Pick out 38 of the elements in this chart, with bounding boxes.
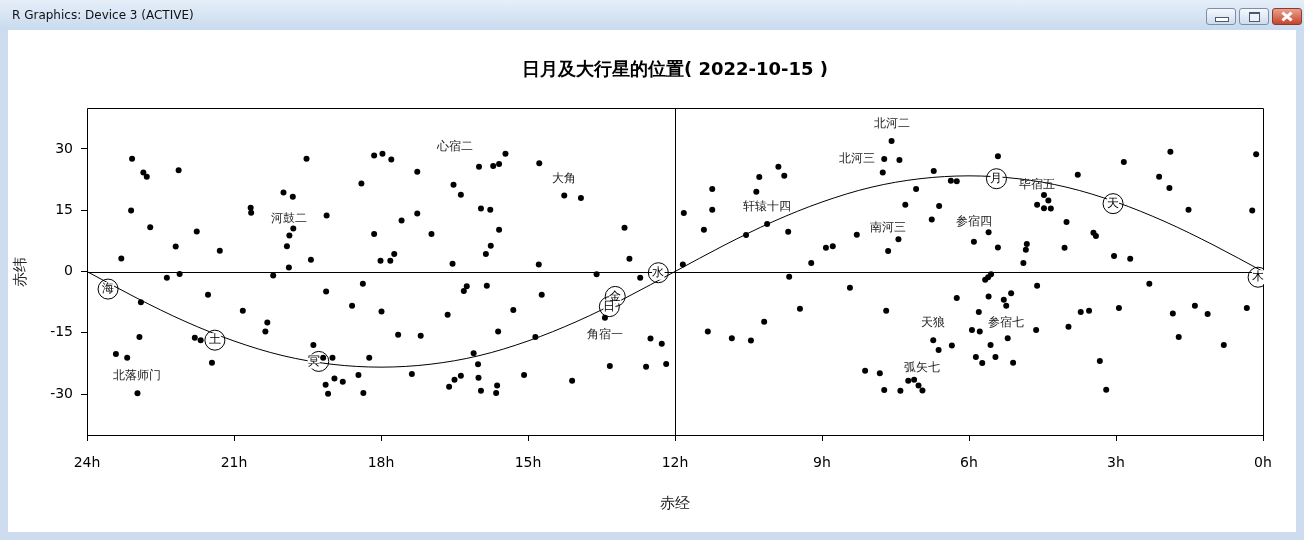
y-tick-label: -15: [50, 323, 73, 340]
annotation: 南河三: [870, 220, 907, 235]
data-label: 冥: [307, 353, 320, 368]
y-tick-label: -30: [50, 384, 73, 401]
annotation: 大角: [552, 170, 577, 185]
data-label: 天: [1107, 195, 1120, 210]
x-tick-label: 18h: [367, 454, 395, 471]
x-axis-title: 赤经: [660, 493, 690, 512]
annotation: 北河二: [873, 116, 910, 131]
annotation: 弧矢七: [904, 359, 941, 374]
data-label: 土: [208, 332, 221, 347]
x-tick-label: 6h: [960, 454, 978, 471]
chart-title: 日月及大行星的位置( 2022-10-15 ): [521, 57, 829, 79]
annotation: 北河三: [839, 151, 876, 166]
data-label: 月: [990, 170, 1003, 185]
x-tick-label: 9h: [813, 454, 831, 471]
x-tick-label: 3h: [1107, 454, 1125, 471]
annotation: 参宿四: [955, 213, 992, 228]
annotation: 角宿一: [586, 326, 623, 341]
y-tick-label: 30: [55, 139, 73, 156]
data-label: 木: [1252, 269, 1265, 284]
annotation: 轩辕十四: [743, 199, 792, 214]
text: R Graphics: Device 3 (ACTIVE): [12, 8, 194, 22]
annotation: 天狼: [921, 315, 946, 330]
y-axis-title: 赤纬: [10, 256, 29, 287]
x-tick-label: 24h: [73, 454, 101, 471]
x-tick-label: 15h: [514, 454, 542, 471]
y-tick-label: 0: [64, 262, 73, 279]
x-tick-label: 21h: [220, 454, 248, 471]
x-tick-label: 12h: [661, 454, 689, 471]
annotation: 参宿七: [988, 314, 1025, 329]
data-label: 海: [102, 281, 115, 296]
annotation: 心宿二: [435, 139, 473, 154]
annotation: 河鼓二: [271, 210, 308, 225]
annotation: 北落师门: [113, 368, 162, 383]
data-label: 水: [652, 264, 665, 279]
y-tick-label: 15: [55, 200, 73, 217]
x-tick-label: 0h: [1254, 454, 1272, 471]
